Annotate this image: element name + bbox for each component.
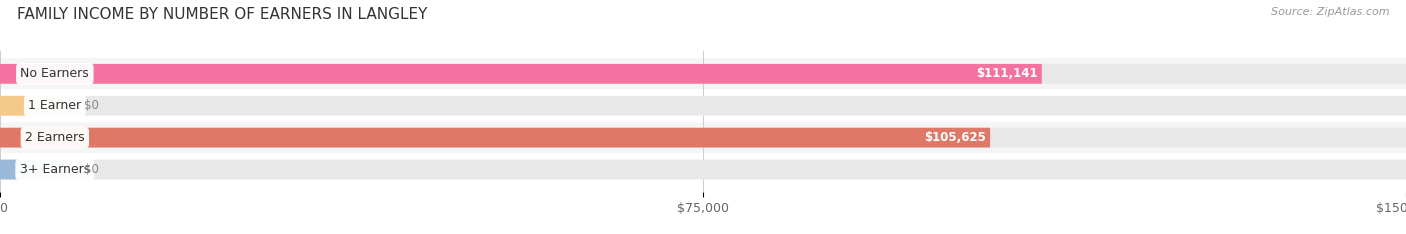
- Text: $0: $0: [84, 99, 100, 112]
- Text: 2 Earners: 2 Earners: [25, 131, 84, 144]
- Text: No Earners: No Earners: [21, 67, 89, 80]
- Text: 1 Earner: 1 Earner: [28, 99, 82, 112]
- Text: $111,141: $111,141: [976, 67, 1038, 80]
- Text: $0: $0: [84, 163, 100, 176]
- Bar: [0, 122, 1406, 153]
- FancyBboxPatch shape: [0, 128, 990, 147]
- FancyBboxPatch shape: [0, 64, 1042, 84]
- FancyBboxPatch shape: [0, 96, 1406, 116]
- Bar: [0, 58, 1406, 89]
- FancyBboxPatch shape: [0, 128, 1406, 147]
- Text: 3+ Earners: 3+ Earners: [20, 163, 90, 176]
- Text: $105,625: $105,625: [924, 131, 986, 144]
- FancyBboxPatch shape: [0, 64, 1406, 84]
- FancyBboxPatch shape: [0, 160, 1406, 179]
- Text: Source: ZipAtlas.com: Source: ZipAtlas.com: [1271, 7, 1389, 17]
- Text: FAMILY INCOME BY NUMBER OF EARNERS IN LANGLEY: FAMILY INCOME BY NUMBER OF EARNERS IN LA…: [17, 7, 427, 22]
- FancyBboxPatch shape: [0, 160, 70, 179]
- FancyBboxPatch shape: [0, 96, 70, 116]
- Bar: [0, 154, 1406, 185]
- Bar: [0, 90, 1406, 121]
